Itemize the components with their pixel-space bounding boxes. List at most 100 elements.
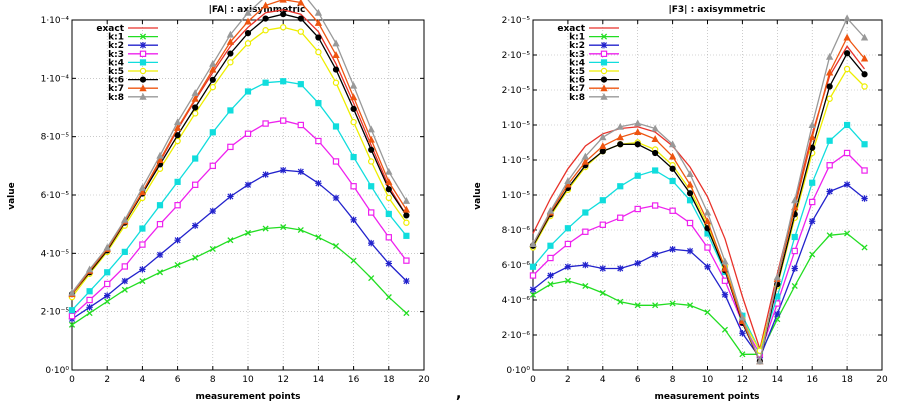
y-tick-label: 2·10⁻⁵ bbox=[502, 86, 531, 96]
legend-label: exact bbox=[557, 24, 585, 34]
data-point bbox=[262, 79, 269, 86]
data-point bbox=[403, 310, 410, 317]
data-point bbox=[686, 247, 694, 255]
ticks: 0·10⁰ 2·10⁻⁵ 4·10⁻⁵ 6·10⁻⁵ 8·10⁻⁵ 1·10⁻⁴ 1·10⁻… bbox=[41, 16, 430, 385]
data-point bbox=[262, 171, 269, 178]
data-point bbox=[599, 221, 607, 228]
y-tick-label: 0·10⁰ bbox=[506, 366, 530, 376]
data-point bbox=[547, 254, 554, 262]
data-point bbox=[599, 142, 607, 149]
x-tick-label: 20 bbox=[418, 375, 430, 385]
data-point bbox=[721, 326, 729, 333]
x-tick-label: 4 bbox=[140, 375, 146, 385]
data-point bbox=[332, 39, 340, 47]
x-tick-label: 18 bbox=[841, 375, 853, 385]
y-tick-label: 2·10⁻⁶ bbox=[502, 331, 531, 341]
data-point bbox=[244, 40, 252, 47]
legend-swatch-marker bbox=[139, 50, 147, 58]
data-point bbox=[843, 149, 851, 157]
data-point bbox=[173, 118, 182, 126]
data-point bbox=[529, 263, 537, 270]
data-point bbox=[121, 215, 129, 223]
x-axis-label: measurement points bbox=[655, 392, 760, 402]
y-tick-label: 4·10⁻⁵ bbox=[41, 249, 70, 259]
data-point bbox=[721, 291, 729, 298]
x-tick-label: 2 bbox=[565, 375, 571, 385]
legend-swatch-marker bbox=[600, 92, 608, 100]
data-point bbox=[564, 263, 572, 270]
legend-label: k:1 bbox=[108, 33, 124, 43]
data-point bbox=[617, 265, 624, 272]
series-line bbox=[532, 232, 865, 355]
data-point bbox=[332, 66, 340, 73]
data-point bbox=[350, 257, 357, 264]
data-point bbox=[669, 207, 676, 214]
legend-label: k:8 bbox=[108, 93, 124, 103]
x-tick-label: 10 bbox=[702, 375, 714, 385]
data-point bbox=[808, 121, 816, 128]
data-point bbox=[844, 50, 851, 57]
data-point bbox=[669, 165, 676, 172]
ticks: 0·10⁰ 2·10⁻⁶ 4·10⁻⁶ 6·10⁻⁶ 8·10⁻⁶ 1·10⁻⁵ 1·10⁻… bbox=[502, 16, 888, 385]
data-point bbox=[139, 241, 146, 248]
data-point bbox=[156, 269, 164, 276]
y-axis-label: value bbox=[473, 182, 483, 210]
data-point bbox=[669, 246, 676, 253]
data-point bbox=[617, 214, 624, 221]
x-tick-label: 14 bbox=[313, 375, 325, 385]
data-point bbox=[403, 212, 410, 219]
data-point bbox=[349, 93, 358, 101]
data-point bbox=[617, 141, 624, 148]
data-point bbox=[599, 197, 606, 204]
data-point bbox=[704, 263, 711, 270]
data-point bbox=[529, 240, 537, 247]
data-point bbox=[368, 183, 375, 190]
data-point bbox=[280, 24, 287, 31]
data-point bbox=[174, 178, 181, 185]
data-point bbox=[634, 119, 642, 127]
data-point bbox=[582, 228, 589, 235]
legend-label: k:5 bbox=[569, 67, 585, 77]
x-tick-label: 6 bbox=[635, 375, 641, 385]
data-point bbox=[332, 194, 340, 202]
data-point bbox=[826, 83, 833, 90]
data-point bbox=[191, 89, 199, 96]
data-point bbox=[791, 196, 799, 204]
data-point bbox=[791, 233, 798, 241]
data-point bbox=[616, 133, 624, 141]
data-point bbox=[402, 196, 411, 204]
x-tick-label: 8 bbox=[670, 375, 676, 385]
data-point bbox=[226, 38, 235, 45]
data-point bbox=[546, 206, 555, 214]
data-point bbox=[244, 181, 252, 188]
data-point bbox=[582, 209, 589, 216]
data-point bbox=[686, 219, 694, 227]
data-point bbox=[174, 132, 181, 139]
data-point bbox=[86, 296, 93, 304]
data-point bbox=[564, 240, 572, 248]
data-point bbox=[669, 300, 676, 307]
data-point bbox=[279, 0, 287, 3]
data-point bbox=[599, 148, 606, 155]
data-point bbox=[103, 280, 111, 288]
series-line bbox=[532, 17, 865, 364]
data-point bbox=[209, 129, 216, 136]
data-point bbox=[385, 294, 392, 301]
y-tick-label: 2·10⁻⁵ bbox=[502, 16, 531, 26]
data-point bbox=[634, 128, 642, 135]
data-point bbox=[844, 230, 851, 237]
x-tick-label: 2 bbox=[104, 375, 110, 385]
data-point bbox=[703, 208, 712, 216]
data-point bbox=[599, 265, 606, 272]
data-point bbox=[314, 19, 323, 26]
data-point bbox=[529, 291, 537, 298]
data-point bbox=[826, 162, 833, 169]
data-point bbox=[209, 245, 216, 253]
data-point bbox=[103, 243, 111, 251]
data-point bbox=[173, 124, 182, 131]
data-point bbox=[138, 183, 147, 191]
series-line bbox=[71, 226, 407, 326]
separator-comma: , bbox=[456, 386, 461, 402]
series-line bbox=[71, 26, 407, 298]
